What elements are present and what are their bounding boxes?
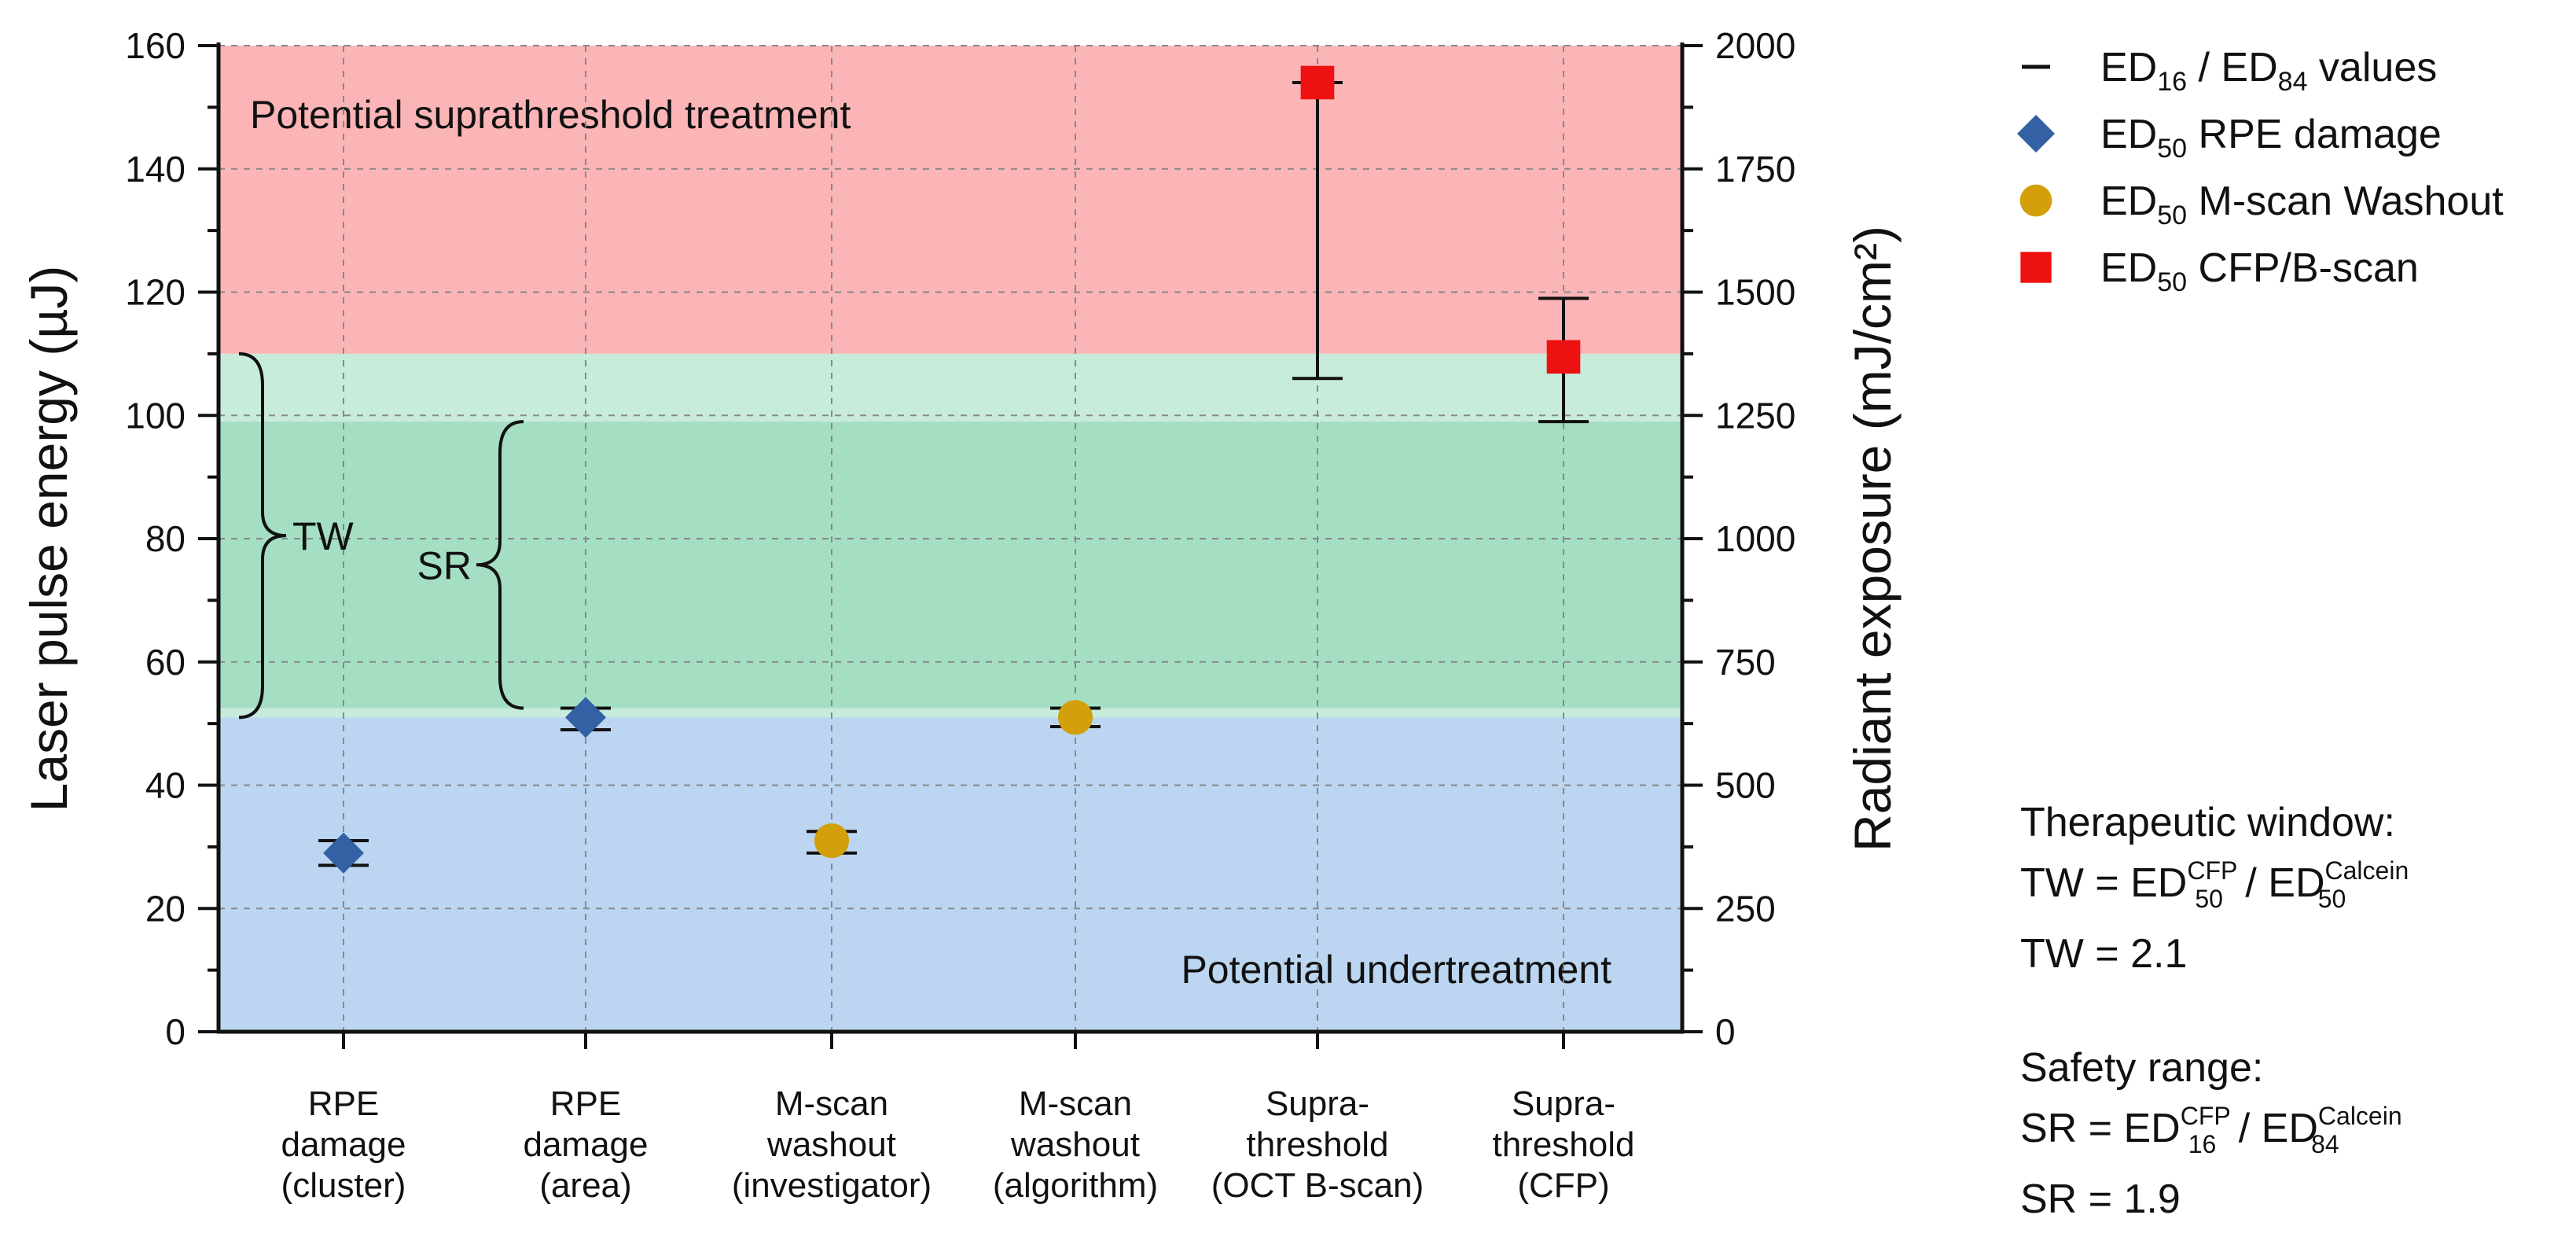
- background-bands: Potential suprathreshold treatment Potent…: [219, 46, 1682, 1032]
- x-tick-label: Supra-: [1266, 1084, 1369, 1123]
- y-tick-label: 80: [145, 518, 186, 559]
- y2-tick-label: 1750: [1715, 149, 1795, 190]
- brace-sr: [476, 420, 524, 710]
- brace-tw: [238, 352, 287, 720]
- x-tick-label: (cluster): [281, 1166, 406, 1205]
- band-label-suprathreshold: Potential suprathreshold treatment: [250, 93, 851, 137]
- x-tick-label: RPE: [550, 1084, 621, 1123]
- y2-axis-title: Radiant exposure (mJ/cm²): [1843, 226, 1902, 852]
- y2-tick-label: 750: [1715, 642, 1776, 683]
- legend-entry-square: ED50 CFP/B-scan: [2100, 245, 2419, 297]
- x-tick-label: RPE: [308, 1084, 379, 1123]
- point-group: [807, 823, 857, 859]
- legend-entry-circle: ED50 M-scan Washout: [2100, 179, 2504, 230]
- y-tick-label: 120: [125, 272, 186, 313]
- y-tick-label: 160: [125, 25, 186, 66]
- info-sr-value: SR = 1.9: [2020, 1176, 2181, 1222]
- y-tick-label: 140: [125, 149, 186, 190]
- band-safety-range: [219, 422, 1682, 709]
- x-tick-label: damage: [281, 1125, 406, 1164]
- marker-diamond: [323, 832, 364, 874]
- x-tick-label: threshold: [1246, 1125, 1388, 1164]
- brace-label-sr: SR: [417, 543, 472, 587]
- legend-entry-errorbar: ED16 / ED84 values: [2100, 45, 2437, 97]
- legend-symbol-square: [2020, 252, 2052, 283]
- marker-circle: [814, 823, 850, 859]
- y2-tick-label: 1250: [1715, 395, 1795, 436]
- band-undertreatment: [219, 717, 1682, 1032]
- x-tick-label: M-scan: [1019, 1084, 1132, 1123]
- band-therapeutic-window-outer: [219, 353, 1682, 422]
- y-tick-label: 100: [125, 395, 186, 436]
- band-therapeutic-window-lower-edge: [219, 708, 1682, 718]
- marker-circle: [1057, 700, 1093, 735]
- info-sr-heading: Safety range:: [2020, 1045, 2263, 1091]
- y2-tick-label: 1500: [1715, 272, 1795, 313]
- band-suprathreshold: [219, 46, 1682, 354]
- x-tick-label: (investigator): [732, 1166, 932, 1205]
- legend-symbol-circle: [2019, 184, 2052, 217]
- y-tick-label: 60: [145, 642, 186, 683]
- point-group: [1292, 65, 1343, 381]
- brace-label-tw: TW: [292, 514, 355, 558]
- y2-tick-label: 2000: [1715, 25, 1795, 66]
- x-tick-label: (algorithm): [993, 1166, 1158, 1205]
- x-tick-label: washout: [1010, 1125, 1140, 1164]
- braces: TW SR: [238, 352, 524, 720]
- point-group: [560, 697, 611, 738]
- legend-symbol-diamond: [2017, 115, 2055, 153]
- axes: 0 20 40 60 80 100 120 140 160 0 250 500 750 1000 1250 1…: [20, 25, 1902, 1205]
- point-group: [318, 832, 369, 874]
- x-tick-label: Supra-: [1512, 1084, 1615, 1123]
- y-tick-label: 40: [145, 765, 186, 806]
- x-tick-label: (OCT B-scan): [1211, 1166, 1424, 1205]
- y2-tick-label: 500: [1715, 765, 1776, 806]
- y2-tick-label: 1000: [1715, 518, 1795, 559]
- info-panel: Therapeutic window: TW = EDCFP 50 / EDCalc…: [2020, 800, 2409, 1222]
- info-sr-formula: SR = EDCFP 16 / EDCalcein 84: [2020, 1102, 2402, 1158]
- info-tw-heading: Therapeutic window:: [2020, 800, 2395, 845]
- x-tick-label: (area): [539, 1166, 631, 1205]
- x-tick-label: (CFP): [1517, 1166, 1609, 1205]
- info-tw-value: TW = 2.1: [2020, 931, 2187, 977]
- marker-square: [1300, 65, 1335, 100]
- legend-entry-diamond: ED50 RPE damage: [2100, 112, 2442, 164]
- x-tick-label: washout: [766, 1125, 896, 1164]
- x-tick-label: damage: [523, 1125, 648, 1164]
- point-group: [1538, 296, 1589, 424]
- y-tick-label: 20: [145, 888, 186, 929]
- marker-square: [1546, 340, 1581, 374]
- y-tick-label: 0: [165, 1011, 186, 1052]
- x-tick-label: M-scan: [775, 1084, 888, 1123]
- band-label-undertreatment: Potential undertreatment: [1181, 948, 1611, 992]
- point-group: [1050, 700, 1101, 735]
- info-tw-formula: TW = EDCFP 50 / EDCalcein 50: [2020, 856, 2409, 913]
- y2-tick-label: 0: [1715, 1011, 1736, 1052]
- legend: ED16 / ED84 values ED50 RPE damage ED50 M-…: [2017, 45, 2504, 297]
- data-points: [318, 65, 1589, 874]
- y-axis-title: Laser pulse energy (µJ): [20, 266, 78, 812]
- y2-tick-label: 250: [1715, 888, 1776, 929]
- x-tick-label: threshold: [1492, 1125, 1634, 1164]
- marker-diamond: [565, 697, 606, 738]
